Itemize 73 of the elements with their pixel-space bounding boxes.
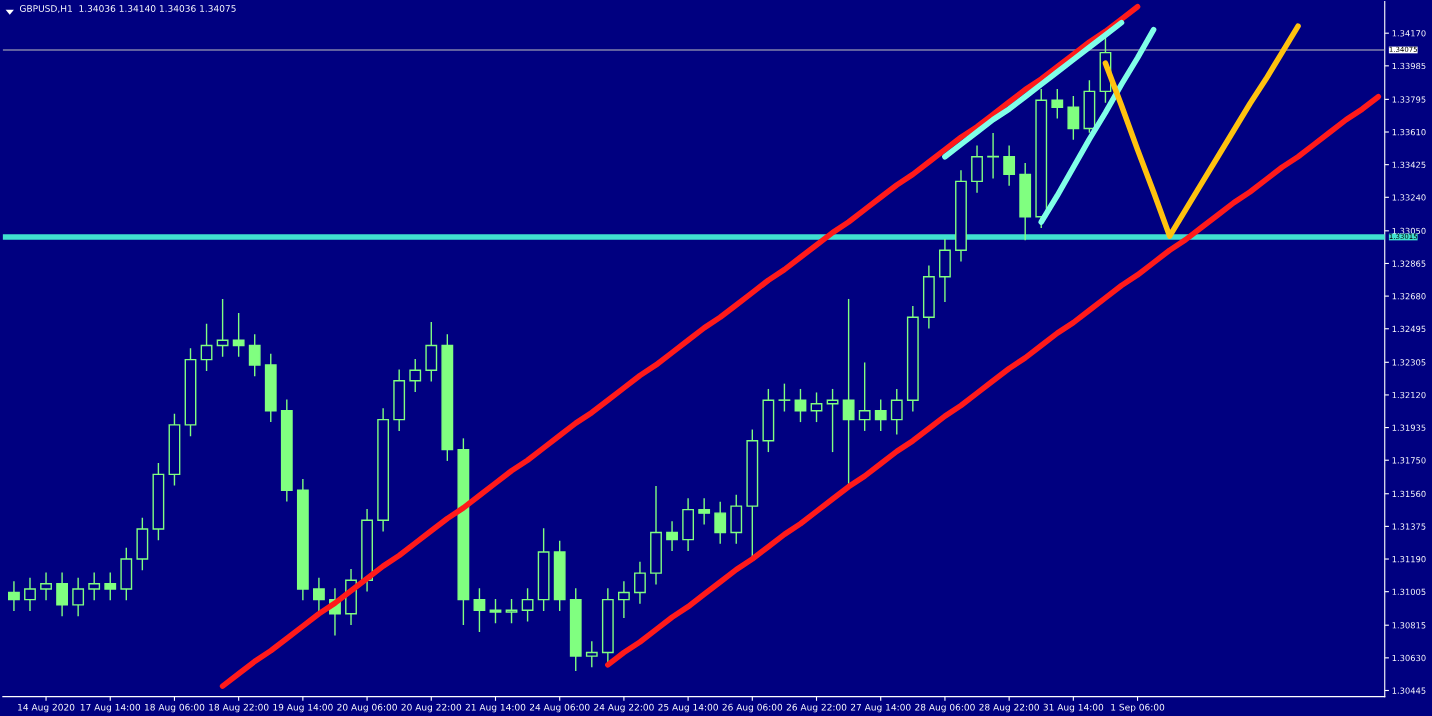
y-tick-label: 1.33425 (1392, 161, 1426, 168)
candlestick (1051, 88, 1064, 119)
y-tick-label: 1.30815 (1392, 622, 1426, 629)
x-tick-label: 20 Aug 22:00 (401, 703, 462, 713)
candlestick (666, 521, 678, 551)
x-tick-label: 24 Aug 06:00 (529, 703, 590, 713)
candlestick (794, 388, 807, 423)
y-tick-label: 1.30630 (1392, 654, 1426, 662)
candlestick (521, 588, 534, 622)
candlestick (505, 598, 518, 624)
candlestick (232, 313, 245, 357)
candlestick (88, 572, 101, 601)
candlestick (72, 577, 85, 617)
candlestick (585, 641, 598, 668)
x-tick-label: 24 Aug 22:00 (594, 703, 654, 713)
candlestick (1003, 145, 1016, 186)
x-tick-label: 28 Aug 22:00 (979, 703, 1039, 713)
candlestick (634, 561, 646, 604)
candlestick (778, 383, 791, 412)
x-tick-label: 1 Sep 06:00 (1111, 703, 1165, 713)
x-tick-label: 28 Aug 06:00 (915, 703, 975, 713)
x-tick-label: 14 Aug 2020 (18, 703, 75, 713)
x-tick-label: 18 Aug 06:00 (145, 703, 205, 713)
candlestick (714, 501, 727, 544)
y-tick-label: 1.31935 (1392, 424, 1426, 431)
x-tick-label: 26 Aug 22:00 (786, 703, 847, 713)
x-tick-label: 21 Aug 14:00 (465, 703, 526, 713)
y-tick-label: 1.32680 (1392, 293, 1426, 300)
candlestick (313, 577, 325, 611)
x-tick-label: 25 Aug 14:00 (658, 703, 718, 713)
y-tick-label: 1.31190 (1392, 556, 1426, 563)
candlestick (8, 581, 20, 611)
candlestick (200, 323, 213, 371)
y-tick-label: 1.33985 (1392, 62, 1426, 70)
candlestick (216, 298, 229, 357)
y-tick-label: 1.31005 (1392, 588, 1426, 595)
y-tick-label: 1.31560 (1392, 490, 1426, 498)
y-tick-label: 1.33240 (1392, 194, 1426, 201)
y-tick-label: 1.30445 (1392, 687, 1426, 694)
x-tick-label: 26 Aug 06:00 (722, 703, 783, 713)
candlestick (489, 598, 502, 624)
y-tick-label: 1.32865 (1392, 260, 1426, 267)
y-tick-label: 1.32120 (1392, 391, 1426, 399)
y-tick-label: 1.33610 (1392, 128, 1426, 136)
x-tick-label: 27 Aug 14:00 (850, 703, 911, 713)
y-tick-label: 1.31750 (1392, 457, 1426, 464)
candlestick (56, 572, 69, 617)
y-tick-label: 1.32495 (1392, 325, 1426, 333)
candlestick (104, 572, 117, 601)
y-tick-label: 1.32305 (1392, 359, 1426, 366)
candlestick (698, 498, 711, 525)
candlestick (617, 581, 630, 618)
candlestick (842, 298, 855, 484)
candlestick (40, 572, 52, 601)
candlestick (810, 392, 823, 423)
candlestick (473, 588, 486, 633)
candlestick (1067, 96, 1080, 140)
x-tick-label: 17 Aug 14:00 (80, 703, 141, 713)
candlestick (24, 577, 36, 611)
y-tick-label: 1.31375 (1392, 523, 1426, 530)
x-tick-label: 20 Aug 06:00 (337, 703, 397, 713)
x-tick-label: 19 Aug 14:00 (273, 703, 333, 713)
chart-title: GBPUSD,H1 1.34036 1.34140 1.34036 1.34075 (19, 5, 236, 13)
y-tick-label: 1.34170 (1392, 30, 1426, 37)
candlestick (874, 399, 887, 431)
y-tick-label: 1.33050 (1392, 227, 1426, 235)
x-tick-label: 31 Aug 14:00 (1043, 703, 1104, 713)
candlestick (890, 388, 903, 435)
candlestick (858, 362, 871, 431)
x-tick-label: 18 Aug 22:00 (209, 703, 269, 713)
candlestick (248, 334, 261, 377)
y-tick-label: 1.33795 (1392, 96, 1426, 103)
candlestick (409, 358, 422, 393)
